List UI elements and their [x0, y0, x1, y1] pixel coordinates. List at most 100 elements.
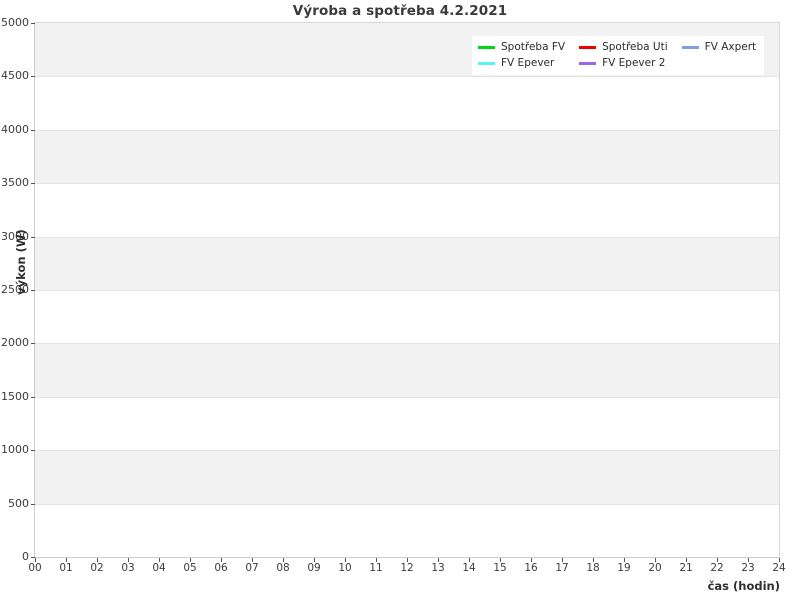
- x-axis-tick-label: 15: [493, 562, 507, 574]
- gridline: [35, 76, 779, 77]
- x-axis-tick-label: 00: [28, 562, 42, 574]
- x-axis-tick-label: 03: [121, 562, 135, 574]
- chart-legend: Spotřeba FV Spotřeba Uti FV Axpert FV Epeve…: [472, 36, 765, 75]
- x-axis-tick-label: 10: [338, 562, 352, 574]
- x-axis-tick-mark: [159, 558, 160, 562]
- x-axis-tick-label: 04: [152, 562, 166, 574]
- x-axis-tick-mark: [252, 558, 253, 562]
- gridline: [35, 504, 779, 505]
- x-axis-tick-mark: [562, 558, 563, 562]
- x-axis-tick-mark: [655, 558, 656, 562]
- x-axis-tick-label: 06: [214, 562, 228, 574]
- y-axis-tick-label: 2000: [1, 336, 29, 350]
- y-axis-tick-mark: [31, 23, 35, 24]
- legend-item-label: FV Epever 2: [602, 57, 666, 69]
- x-axis-tick-label: 17: [555, 562, 569, 574]
- legend-color-swatch-icon: [579, 46, 597, 49]
- plot-band: [35, 343, 779, 397]
- x-axis-tick-mark: [221, 558, 222, 562]
- x-axis-tick-label: 19: [617, 562, 631, 574]
- x-axis-tick-mark: [593, 558, 594, 562]
- x-axis-tick-mark: [345, 558, 346, 562]
- x-axis-tick-mark: [500, 558, 501, 562]
- x-axis-tick-mark: [35, 558, 36, 562]
- y-axis-tick-mark: [31, 557, 35, 558]
- x-axis-tick-mark: [469, 558, 470, 562]
- y-axis-label: výkon (W): [14, 229, 28, 295]
- y-axis-tick-mark: [31, 397, 35, 398]
- x-axis-tick-mark: [438, 558, 439, 562]
- y-axis-tick-label: 500: [8, 496, 29, 510]
- x-axis-tick-label: 08: [276, 562, 290, 574]
- x-axis-tick-label: 02: [90, 562, 104, 574]
- legend-color-swatch-icon: [681, 46, 699, 49]
- x-axis-tick-label: 14: [462, 562, 476, 574]
- x-axis-tick-label: 22: [710, 562, 724, 574]
- gridline: [35, 290, 779, 291]
- legend-item[interactable]: FV Axpert: [681, 41, 757, 54]
- legend-color-swatch-icon: [478, 46, 495, 49]
- gridline: [35, 397, 779, 398]
- gridline: [35, 343, 779, 344]
- y-axis-tick-label: 1500: [1, 389, 29, 403]
- x-axis-tick-label: 18: [586, 562, 600, 574]
- legend-item[interactable]: Spotřeba Uti: [579, 41, 668, 54]
- plot-area: [34, 22, 780, 558]
- gridline: [35, 130, 779, 131]
- x-axis-tick-label: 21: [679, 562, 693, 574]
- y-axis-tick-label: 1000: [1, 443, 29, 457]
- x-axis-tick-label: 12: [400, 562, 414, 574]
- y-axis-tick-label: 3000: [1, 229, 29, 243]
- gridline: [35, 183, 779, 184]
- y-axis-tick-mark: [31, 130, 35, 131]
- y-axis-tick-mark: [31, 450, 35, 451]
- x-axis-tick-label: 09: [307, 562, 321, 574]
- y-axis-tick-mark: [31, 290, 35, 291]
- x-axis-tick-mark: [190, 558, 191, 562]
- x-axis-tick-mark: [97, 558, 98, 562]
- y-axis-tick-mark: [31, 183, 35, 184]
- y-axis-tick-label: 0: [22, 550, 29, 563]
- x-axis-tick-mark: [314, 558, 315, 562]
- x-axis-tick-mark: [283, 558, 284, 562]
- y-axis-tick-label: 5000: [1, 16, 29, 29]
- x-axis-tick-label: 01: [59, 562, 73, 574]
- x-axis-label: čas (hodin): [707, 579, 780, 593]
- y-axis-tick-mark: [31, 504, 35, 505]
- x-axis-tick-mark: [686, 558, 687, 562]
- legend-item-label: Spotřeba Uti: [602, 41, 668, 53]
- y-axis-tick-label: 4000: [1, 122, 29, 136]
- y-axis-tick-label: 3500: [1, 176, 29, 190]
- y-axis-tick-mark: [31, 343, 35, 344]
- y-axis-tick-mark: [31, 76, 35, 77]
- plot-band: [35, 450, 779, 504]
- x-axis-tick-label: 07: [245, 562, 259, 574]
- x-axis-tick-mark: [624, 558, 625, 562]
- legend-item[interactable]: FV Epever: [478, 57, 565, 70]
- legend-item-label: FV Axpert: [704, 41, 757, 53]
- series-svg: [35, 23, 779, 557]
- x-axis-tick-label: 13: [431, 562, 445, 574]
- x-axis-tick-mark: [376, 558, 377, 562]
- y-axis-tick-label: 4500: [1, 69, 29, 83]
- legend-item-label: Spotřeba FV: [501, 41, 566, 53]
- x-axis-tick-label: 11: [369, 562, 383, 574]
- x-axis-tick-mark: [748, 558, 749, 562]
- legend-item-label: FV Epever: [501, 57, 555, 69]
- x-axis-tick-mark: [407, 558, 408, 562]
- y-axis-tick-label: 2500: [1, 283, 29, 296]
- legend-item[interactable]: FV Epever 2: [579, 57, 668, 70]
- x-axis-tick-mark: [531, 558, 532, 562]
- x-axis-tick-mark: [779, 558, 780, 562]
- plot-band: [35, 236, 779, 290]
- legend-item[interactable]: Spotřeba FV: [478, 41, 565, 54]
- legend-color-swatch-icon: [478, 62, 495, 65]
- y-axis-tick-mark: [31, 237, 35, 238]
- x-axis-tick-label: 05: [183, 562, 197, 574]
- plot-band: [35, 129, 779, 184]
- gridline: [35, 450, 779, 451]
- x-axis-tick-mark: [128, 558, 129, 562]
- x-axis-tick-label: 20: [648, 562, 662, 574]
- x-axis-tick-label: 16: [524, 562, 538, 574]
